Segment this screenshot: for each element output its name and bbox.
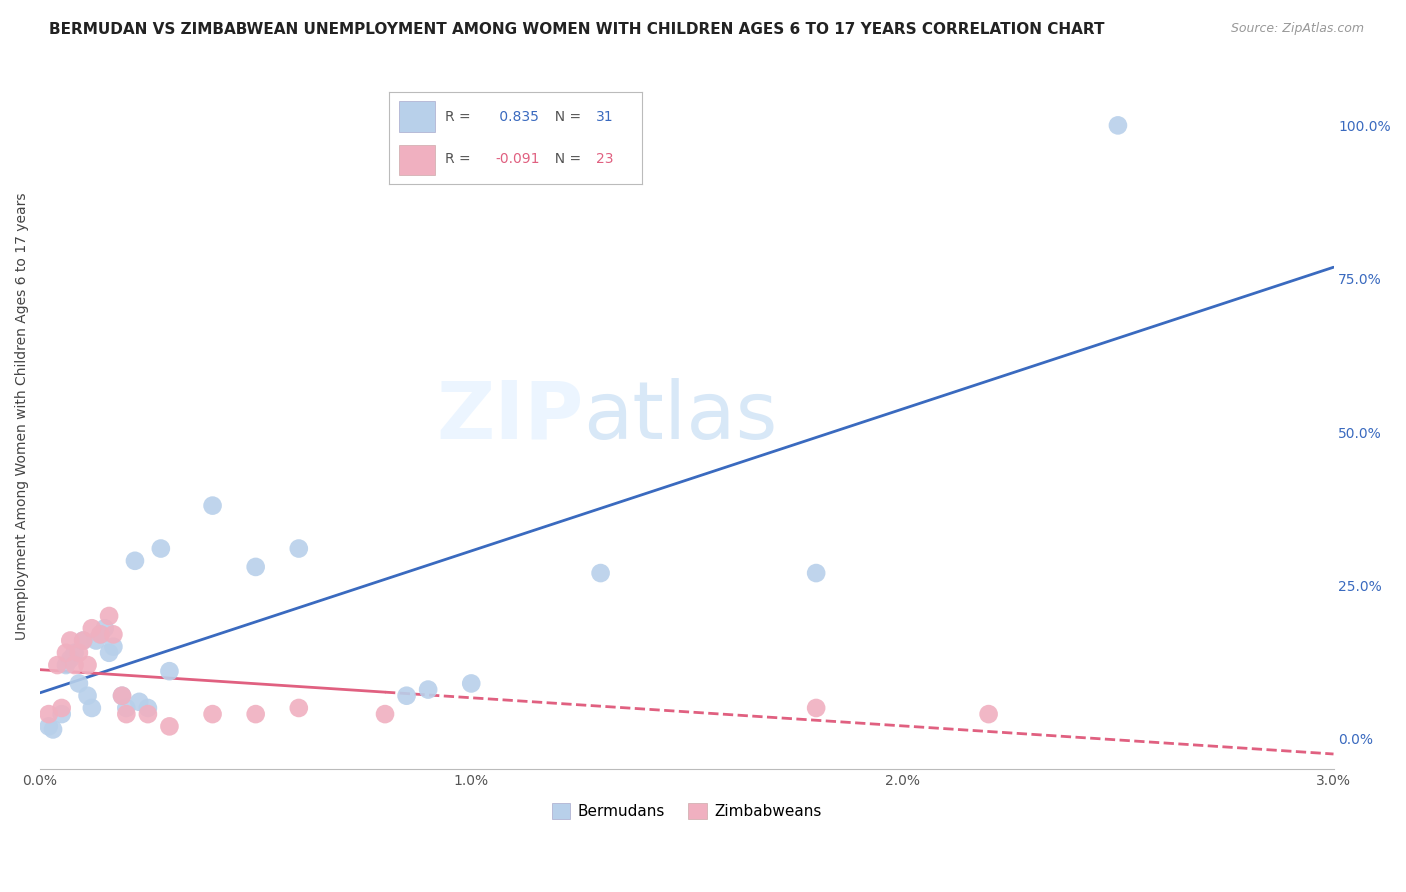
Point [76, 689, 98, 703]
Point [374, 707, 396, 722]
Point [245, 560, 267, 574]
Point [136, 701, 159, 715]
Point [804, 701, 827, 715]
Point [201, 707, 224, 722]
Point [418, 682, 440, 697]
Text: Source: ZipAtlas.com: Source: ZipAtlas.com [1230, 22, 1364, 36]
Point [51, 701, 73, 715]
Point [63, 646, 86, 660]
Point [1107, 119, 1129, 133]
Point [51, 707, 73, 722]
Point [124, 554, 146, 568]
Point [59, 633, 82, 648]
Point [460, 676, 482, 690]
Point [115, 701, 138, 715]
Point [42, 723, 65, 737]
Point [288, 701, 311, 715]
Point [589, 566, 612, 580]
Point [63, 658, 86, 673]
Point [84, 633, 107, 648]
Point [67, 646, 90, 660]
Point [103, 627, 125, 641]
Point [38, 707, 60, 722]
Point [59, 652, 82, 666]
Point [159, 719, 181, 733]
Point [111, 689, 134, 703]
Point [38, 719, 60, 733]
Point [115, 707, 138, 722]
Point [80, 621, 103, 635]
Point [395, 689, 418, 703]
Text: atlas: atlas [583, 377, 778, 456]
Point [201, 499, 224, 513]
Point [89, 627, 111, 641]
Point [98, 609, 121, 624]
Text: ZIP: ZIP [436, 377, 583, 456]
Point [94, 621, 117, 635]
Point [55, 658, 77, 673]
Point [149, 541, 172, 556]
Point [288, 541, 311, 556]
Point [136, 707, 159, 722]
Y-axis label: Unemployment Among Women with Children Ages 6 to 17 years: Unemployment Among Women with Children A… [15, 193, 30, 640]
Point [111, 689, 134, 703]
Point [804, 566, 827, 580]
Point [80, 701, 103, 715]
Point [67, 676, 90, 690]
Point [72, 633, 94, 648]
Point [89, 627, 111, 641]
Legend: Bermudans, Zimbabweans: Bermudans, Zimbabweans [546, 797, 828, 825]
Point [103, 640, 125, 654]
Point [55, 646, 77, 660]
Point [98, 646, 121, 660]
Text: BERMUDAN VS ZIMBABWEAN UNEMPLOYMENT AMONG WOMEN WITH CHILDREN AGES 6 TO 17 YEARS: BERMUDAN VS ZIMBABWEAN UNEMPLOYMENT AMON… [49, 22, 1105, 37]
Point [72, 633, 94, 648]
Point [245, 707, 267, 722]
Point [46, 658, 69, 673]
Point [128, 695, 150, 709]
Point [76, 658, 98, 673]
Point [159, 664, 181, 678]
Point [977, 707, 1000, 722]
